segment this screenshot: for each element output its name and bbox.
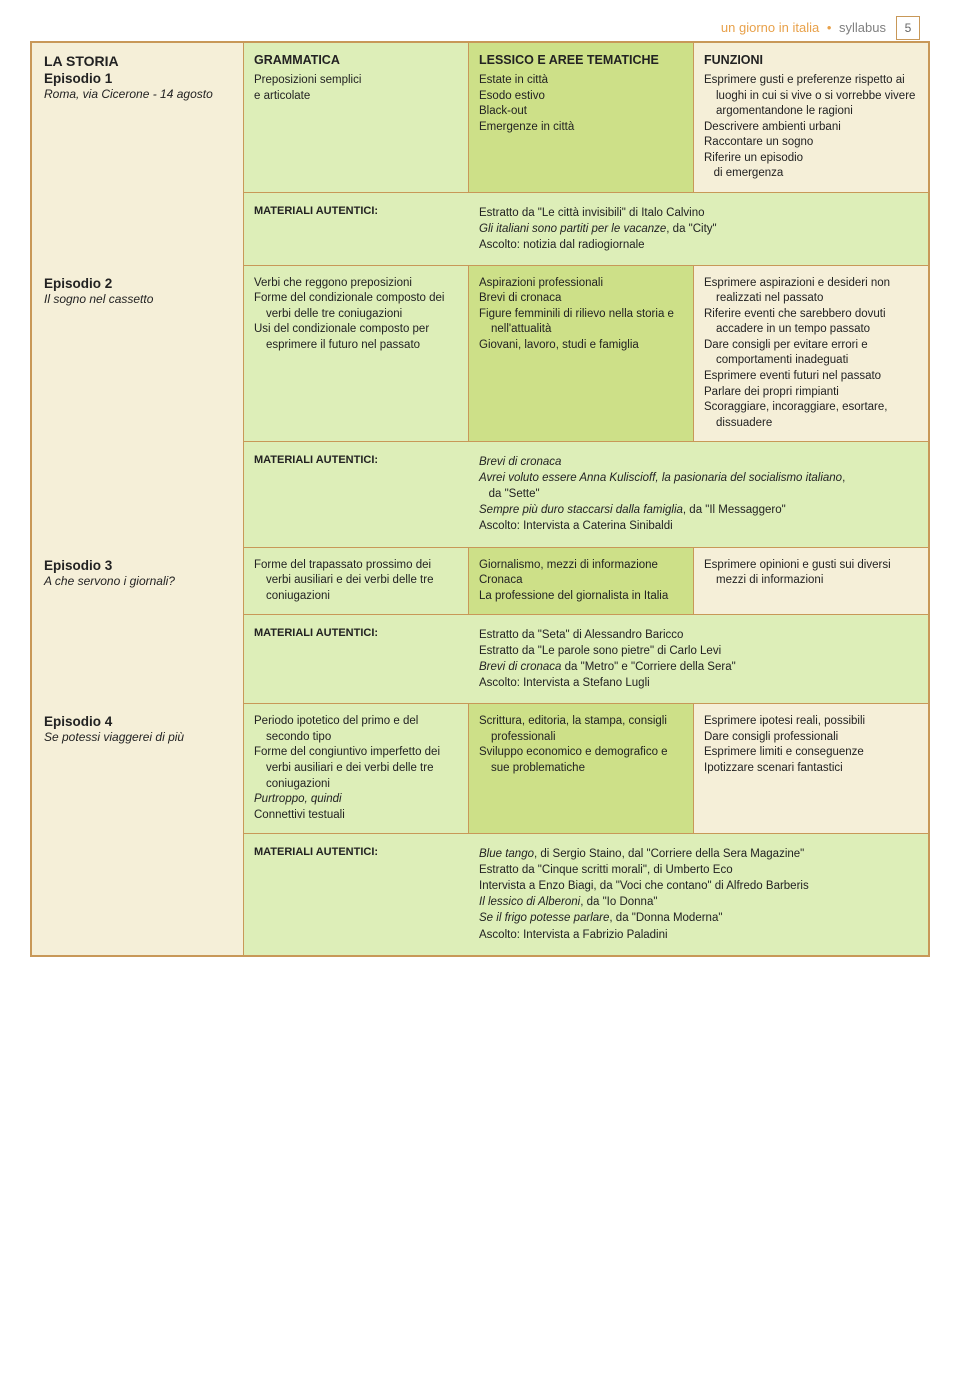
episode-title: Episodio 2	[44, 276, 233, 291]
storia-label: LA STORIA	[44, 53, 233, 69]
materiali-content: Estratto da "Le città invisibili" di Ita…	[469, 193, 928, 265]
episode-title: Episodio 1	[44, 71, 233, 86]
grammatica-content: Periodo ipotetico del primo e del second…	[254, 714, 458, 823]
grammatica-content: Forme del trapassato prossimo dei verbi …	[254, 558, 458, 605]
materiali-row: MATERIALI AUTENTICI: Estratto da "Seta" …	[244, 615, 928, 704]
funzioni-content: Esprimere opinioni e gusti sui diversi m…	[704, 558, 918, 589]
funzioni-content: Esprimere gusti e preferenze rispetto ai…	[704, 73, 918, 182]
materiali-content: Blue tango, di Sergio Staino, dal "Corri…	[469, 834, 928, 955]
materiali-row: MATERIALI AUTENTICI: Estratto da "Le cit…	[244, 193, 928, 266]
lessico-content: Estate in cittàEsodo estivoBlack-outEmer…	[479, 73, 683, 135]
col-header-grammatica: GRAMMATICA	[254, 53, 458, 67]
episode-1-row: LA STORIA Episodio 1 Roma, via Cicerone …	[32, 43, 928, 266]
lessico-content: Giornalismo, mezzi di informazioneCronac…	[479, 558, 683, 605]
grammatica-content: Verbi che reggono preposizioniForme del …	[254, 276, 458, 354]
episode-subtitle: Roma, via Cicerone - 14 agosto	[44, 87, 233, 101]
materiali-label: MATERIALI AUTENTICI:	[244, 193, 469, 265]
episode-subtitle: Se potessi viaggerei di più	[44, 730, 233, 744]
lessico-content: Scrittura, editoria, la stampa, consigli…	[479, 714, 683, 776]
funzioni-content: Esprimere aspirazioni e desideri non rea…	[704, 276, 918, 431]
materiali-content: Brevi di cronacaAvrei voluto essere Anna…	[469, 442, 928, 546]
page-number: 5	[896, 16, 920, 40]
materiali-content: Estratto da "Seta" di Alessandro Baricco…	[469, 615, 928, 703]
syllabus-table: LA STORIA Episodio 1 Roma, via Cicerone …	[30, 41, 930, 957]
grammatica-content: Preposizioni semplicie articolate	[254, 73, 458, 104]
page-header: 5 un giorno in italia • syllabus	[30, 20, 930, 35]
materiali-row: MATERIALI AUTENTICI: Brevi di cronacaAvr…	[244, 442, 928, 547]
header-accent: un giorno in italia	[721, 20, 819, 35]
episode-4-row: Episodio 4 Se potessi viaggerei di più P…	[32, 704, 928, 954]
header-main: syllabus	[839, 20, 886, 35]
episode-subtitle: A che servono i giornali?	[44, 574, 233, 588]
col-header-funzioni: FUNZIONI	[704, 53, 918, 67]
episode-3-row: Episodio 3 A che servono i giornali? For…	[32, 548, 928, 705]
col-header-lessico: LESSICO E AREE TEMATICHE	[479, 53, 683, 67]
materiali-label: MATERIALI AUTENTICI:	[244, 834, 469, 955]
materiali-label: MATERIALI AUTENTICI:	[244, 442, 469, 546]
lessico-content: Aspirazioni professionaliBrevi di cronac…	[479, 276, 683, 354]
funzioni-content: Esprimere ipotesi reali, possibiliDare c…	[704, 714, 918, 776]
episode-2-row: Episodio 2 Il sogno nel cassetto Verbi c…	[32, 266, 928, 548]
materiali-label: MATERIALI AUTENTICI:	[244, 615, 469, 703]
episode-title: Episodio 3	[44, 558, 233, 573]
materiali-row: MATERIALI AUTENTICI: Blue tango, di Serg…	[244, 834, 928, 955]
header-dot: •	[827, 20, 832, 35]
episode-subtitle: Il sogno nel cassetto	[44, 292, 233, 306]
episode-title: Episodio 4	[44, 714, 233, 729]
